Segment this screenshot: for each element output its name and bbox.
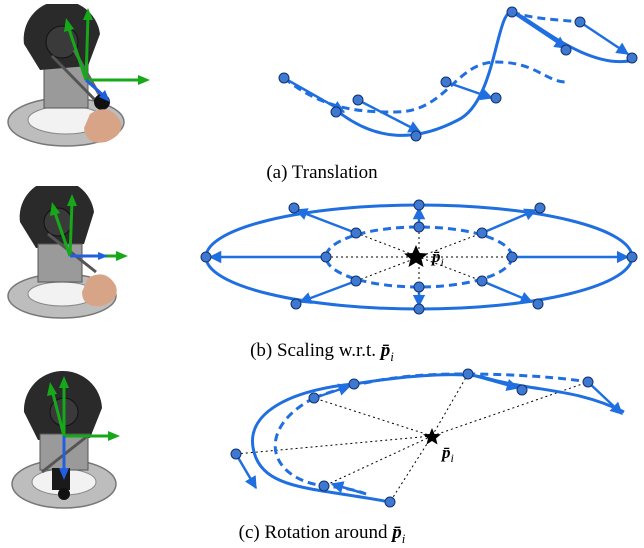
caption-b: (b) Scaling w.r.t. p̄i — [250, 340, 394, 364]
control-point — [318, 480, 330, 492]
haptic-device-photo-scaling — [7, 186, 128, 319]
control-point — [440, 76, 452, 88]
scaling-diagram: p̄i — [200, 199, 638, 315]
translation-diagram — [278, 6, 638, 142]
translation-arrow — [511, 10, 568, 50]
control-point — [506, 6, 518, 18]
control-point — [413, 199, 425, 211]
original-curve — [283, 60, 567, 114]
caption-c: (c) Rotation around p̄i — [238, 522, 406, 546]
scaling-arrow — [481, 208, 538, 235]
control-point — [476, 227, 488, 239]
control-point — [413, 221, 425, 233]
control-point — [506, 251, 518, 263]
control-point — [574, 16, 586, 28]
control-point — [626, 52, 638, 64]
control-point — [330, 106, 342, 118]
control-point — [476, 275, 488, 287]
haptic-device-photo-translation — [7, 4, 150, 147]
control-point — [350, 275, 362, 287]
center-star-icon — [404, 245, 428, 267]
translation-arrow — [445, 80, 494, 101]
scaling-arrow — [294, 208, 357, 235]
control-point — [348, 378, 360, 390]
control-point — [560, 44, 572, 56]
control-point — [320, 251, 332, 263]
control-point — [626, 251, 638, 263]
center-star-icon — [423, 428, 441, 445]
rotation-arrow — [587, 381, 623, 415]
rotation-diagram: p̄i — [230, 368, 625, 508]
control-point — [290, 298, 302, 310]
dashed-upper-curve — [511, 10, 581, 24]
translation-arrow — [357, 98, 422, 134]
translated-curve — [335, 10, 635, 137]
rotation-arrow — [467, 372, 520, 391]
control-point — [490, 92, 502, 104]
scaling-arrow — [481, 279, 534, 304]
control-point — [200, 251, 212, 263]
control-point — [288, 202, 300, 214]
control-point — [413, 303, 425, 315]
control-point — [308, 392, 320, 404]
control-point — [278, 72, 290, 84]
control-point — [534, 202, 546, 214]
scaling-arrow — [298, 279, 357, 304]
caption-a: (a) Translation — [266, 162, 378, 183]
translation-arrow — [283, 76, 346, 114]
control-point — [410, 130, 422, 142]
control-point — [532, 298, 544, 310]
rotation-arrow — [313, 383, 352, 400]
rotated-curve — [251, 382, 391, 504]
haptic-device-photo-rotation — [11, 370, 120, 509]
control-point — [350, 227, 362, 239]
control-point — [352, 94, 364, 106]
translation-arrow — [579, 20, 630, 56]
control-point — [230, 448, 242, 460]
control-point — [384, 496, 396, 508]
center-label: p̄i — [430, 247, 444, 269]
control-point — [462, 368, 474, 380]
control-point — [516, 384, 528, 396]
control-point — [413, 281, 425, 293]
center-label: p̄i — [440, 443, 454, 465]
rotation-arrow — [330, 481, 367, 496]
rotation-arrow — [234, 453, 258, 490]
control-point — [582, 376, 594, 388]
